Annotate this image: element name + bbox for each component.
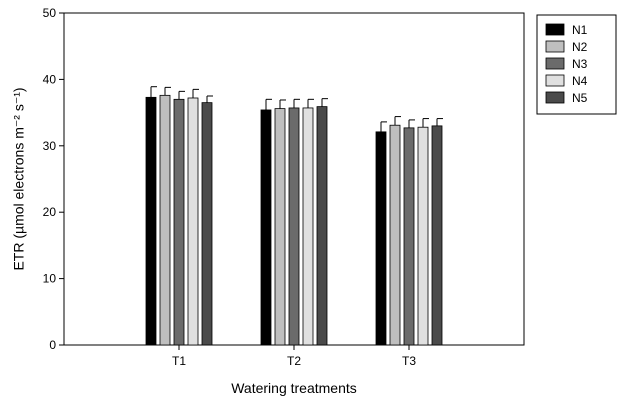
legend-label-n2: N2 (572, 40, 588, 54)
legend-swatch-n5 (545, 91, 565, 104)
bar-n1-t3 (375, 131, 387, 346)
x-axis: T1 T2 T3 (172, 345, 416, 368)
legend-label-n4: N4 (572, 74, 588, 88)
y-tick-label: 40 (43, 72, 57, 86)
bar-n4-t2 (302, 107, 314, 346)
legend-label-n5: N5 (572, 91, 588, 105)
x-tick-label: T3 (402, 354, 416, 368)
x-axis-title: Watering treatments (231, 380, 357, 396)
legend: N1 N2 N3 N4 N5 (536, 14, 617, 115)
bar-n1-t1 (145, 96, 157, 346)
bar-n5-t1 (201, 102, 213, 346)
plot-area (63, 12, 525, 346)
legend-label-n3: N3 (572, 57, 588, 71)
x-tick-label: T1 (172, 354, 186, 368)
y-tick-label: 30 (43, 139, 57, 153)
bar-n1-t2 (260, 109, 272, 346)
bar-n3-t1 (173, 98, 185, 346)
legend-swatch-n1 (545, 23, 565, 36)
legend-swatch-n4 (545, 74, 565, 87)
x-tick-label: T2 (287, 354, 301, 368)
y-tick-label: 50 (43, 6, 57, 20)
bar-n4-t1 (187, 97, 199, 346)
bar-n2-t3 (389, 124, 401, 346)
bar-n4-t3 (417, 126, 429, 346)
legend-swatch-n3 (545, 57, 565, 70)
y-tick-label: 10 (43, 272, 57, 286)
bar-n2-t2 (274, 108, 286, 346)
legend-label-n1: N1 (572, 23, 588, 37)
y-axis: 0 10 20 30 40 50 (43, 6, 64, 352)
bar-n3-t2 (288, 107, 300, 346)
legend-swatch-n2 (545, 40, 565, 53)
y-tick-label: 0 (49, 338, 56, 352)
y-tick-label: 20 (43, 205, 57, 219)
bar-n5-t2 (316, 106, 328, 346)
y-axis-title: ETR (µmol electrons m⁻² s⁻¹) (11, 87, 27, 270)
bar-n2-t1 (159, 94, 171, 346)
bar-n3-t3 (403, 127, 415, 346)
bar-n5-t3 (431, 125, 443, 346)
